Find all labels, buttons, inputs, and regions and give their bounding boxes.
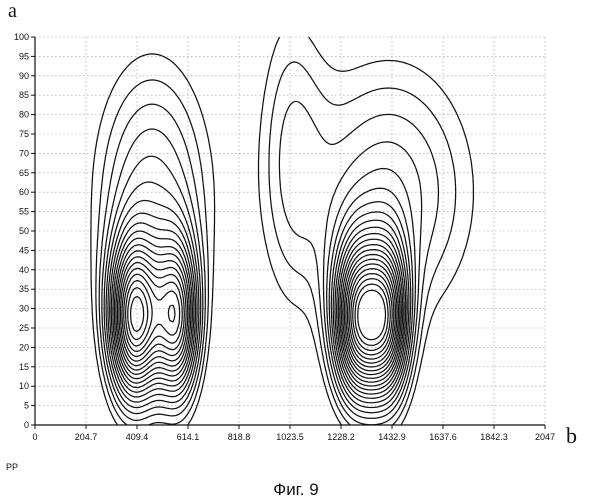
footnote-pp: PP — [6, 462, 18, 472]
x-tick-label: 1023.5 — [276, 432, 304, 442]
x-tick-label: 614.1 — [177, 432, 200, 442]
y-tick-label: 80 — [19, 110, 29, 120]
y-tick-labels: 0 5 10 15 20 25 30 35 40 45 50 55 60 65 70 75 80 85 90 95 10… — [14, 32, 35, 430]
x-tick-label: 0 — [32, 432, 37, 442]
y-tick-label: 60 — [19, 187, 29, 197]
y-tick-label: 40 — [19, 265, 29, 275]
x-tick-label: 409.4 — [126, 432, 149, 442]
x-tick-labels: 0 204.7 409.4 614.1 818.8 1023.5 1228.2 1432.9 1… — [32, 425, 555, 442]
y-tick-label: 85 — [19, 90, 29, 100]
y-tick-label: 95 — [19, 51, 29, 61]
corner-label-a: a — [8, 0, 17, 22]
y-tick-label: 30 — [19, 304, 29, 314]
figure-caption: Фиг. 9 — [273, 480, 318, 499]
y-tick-label: 75 — [19, 129, 29, 139]
x-tick-label: 1432.9 — [378, 432, 406, 442]
y-tick-label: 55 — [19, 207, 29, 217]
y-tick-label: 50 — [19, 226, 29, 236]
y-tick-label: 0 — [24, 420, 29, 430]
y-tick-label: 65 — [19, 168, 29, 178]
x-tick-label: 1228.2 — [327, 432, 355, 442]
contour-line — [126, 269, 394, 359]
y-tick-label: 45 — [19, 245, 29, 255]
y-tick-label: 25 — [19, 323, 29, 333]
contour-line — [96, 62, 456, 425]
y-tick-label: 35 — [19, 284, 29, 294]
contour-line — [110, 212, 409, 398]
y-tick-label: 10 — [19, 381, 29, 391]
y-tick-label: 70 — [19, 148, 29, 158]
contour-line — [116, 239, 403, 382]
x-tick-label: 818.8 — [228, 432, 251, 442]
y-tick-label: 5 — [24, 401, 29, 411]
contour-line — [355, 284, 388, 345]
x-tick-label: 1842.3 — [480, 432, 508, 442]
x-tick-label: 1637.6 — [429, 432, 457, 442]
y-tick-label: 100 — [14, 32, 29, 42]
y-tick-label: 90 — [19, 71, 29, 81]
x-tick-label: 2047 — [535, 432, 555, 442]
y-tick-label: 20 — [19, 342, 29, 352]
y-tick-label: 15 — [19, 362, 29, 372]
contour-line — [358, 290, 386, 340]
x-tick-label: 204.7 — [75, 432, 98, 442]
x-axis-letter-b: b — [566, 423, 577, 448]
